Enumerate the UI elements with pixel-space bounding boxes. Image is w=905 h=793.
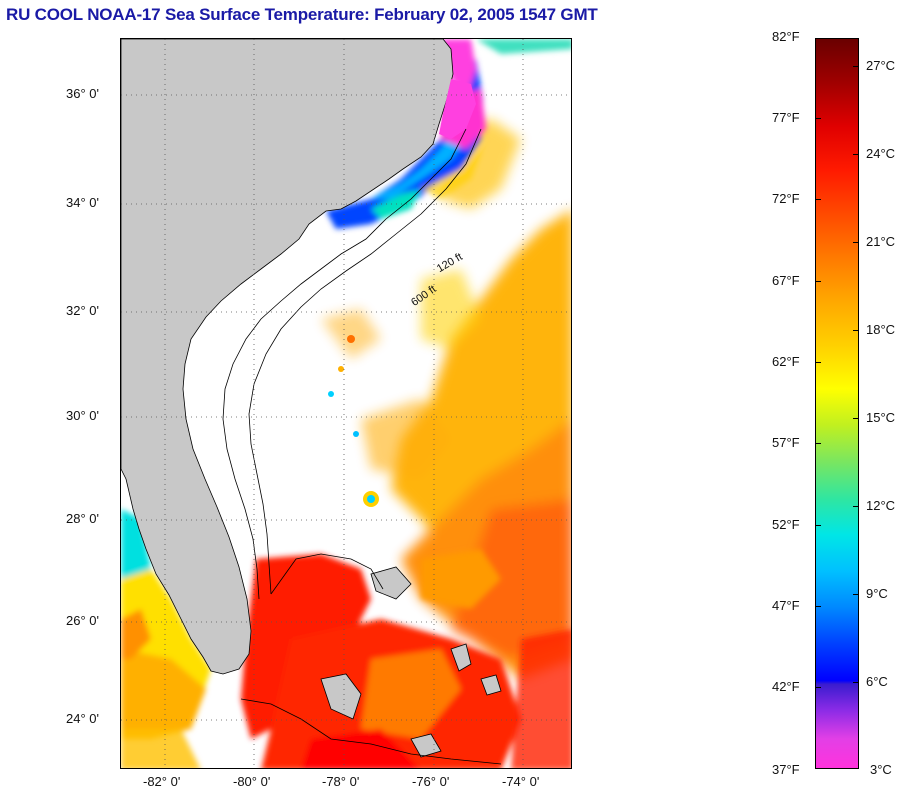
graticule (121, 39, 571, 768)
colorbar-fahrenheit-label: 47°F (772, 598, 800, 613)
longitude-label: -76° 0' (412, 774, 450, 789)
colorbar-fahrenheit-label: 42°F (772, 679, 800, 694)
colorbar-fahrenheit-label: 52°F (772, 517, 800, 532)
colorbar-fahrenheit-label: 77°F (772, 110, 800, 125)
colorbar-celsius-label: 12°C (866, 498, 896, 513)
colorbar-celsius-label: 21°C (866, 234, 896, 249)
latitude-label: 28° 0' (66, 511, 99, 526)
colorbar-fahrenheit-label: 62°F (772, 354, 800, 369)
colorbar-fahrenheit-label: 57°F (772, 435, 800, 450)
sst-map (120, 38, 572, 769)
colorbar-celsius-label: 24°C (866, 146, 896, 161)
colorbar-celsius-label: 6°C (866, 674, 888, 689)
colorbar-celsius-label: 15°C (866, 410, 896, 425)
longitude-label: -82° 0' (143, 774, 181, 789)
longitude-label: -78° 0' (322, 774, 360, 789)
colorbar-celsius-label: 18°C (866, 322, 896, 337)
sst-gulf-water (121, 509, 211, 768)
longitude-label: -80° 0' (233, 774, 271, 789)
temperature-colorbar (815, 38, 859, 769)
colorbar-celsius-label: 27°C (866, 58, 896, 73)
longitude-label: -74° 0' (502, 774, 540, 789)
colorbar-fahrenheit-label: 67°F (772, 273, 800, 288)
latitude-label: 32° 0' (66, 303, 99, 318)
pamlico-sound (439, 79, 476, 139)
colorbar-fahrenheit-label: 37°F (772, 762, 800, 777)
bahamas-islands (320, 566, 502, 758)
colorbar-celsius-label: 3°C (870, 762, 892, 777)
latitude-label: 26° 0' (66, 613, 99, 628)
colorbar-fahrenheit-label: 82°F (772, 29, 800, 44)
map-title: RU COOL NOAA-17 Sea Surface Temperature:… (6, 5, 598, 24)
latitude-label: 36° 0' (66, 86, 99, 101)
latitude-label: 24° 0' (66, 711, 99, 726)
colorbar-celsius-label: 9°C (866, 586, 888, 601)
sst-map-canvas (121, 39, 571, 768)
colorbar-fahrenheit-label: 72°F (772, 191, 800, 206)
sst-speckles (213, 335, 379, 578)
latitude-label: 34° 0' (66, 195, 99, 210)
sst-warm-water (321, 119, 571, 679)
depth-contours (222, 128, 502, 765)
latitude-label: 30° 0' (66, 408, 99, 423)
land-mass (121, 39, 454, 675)
